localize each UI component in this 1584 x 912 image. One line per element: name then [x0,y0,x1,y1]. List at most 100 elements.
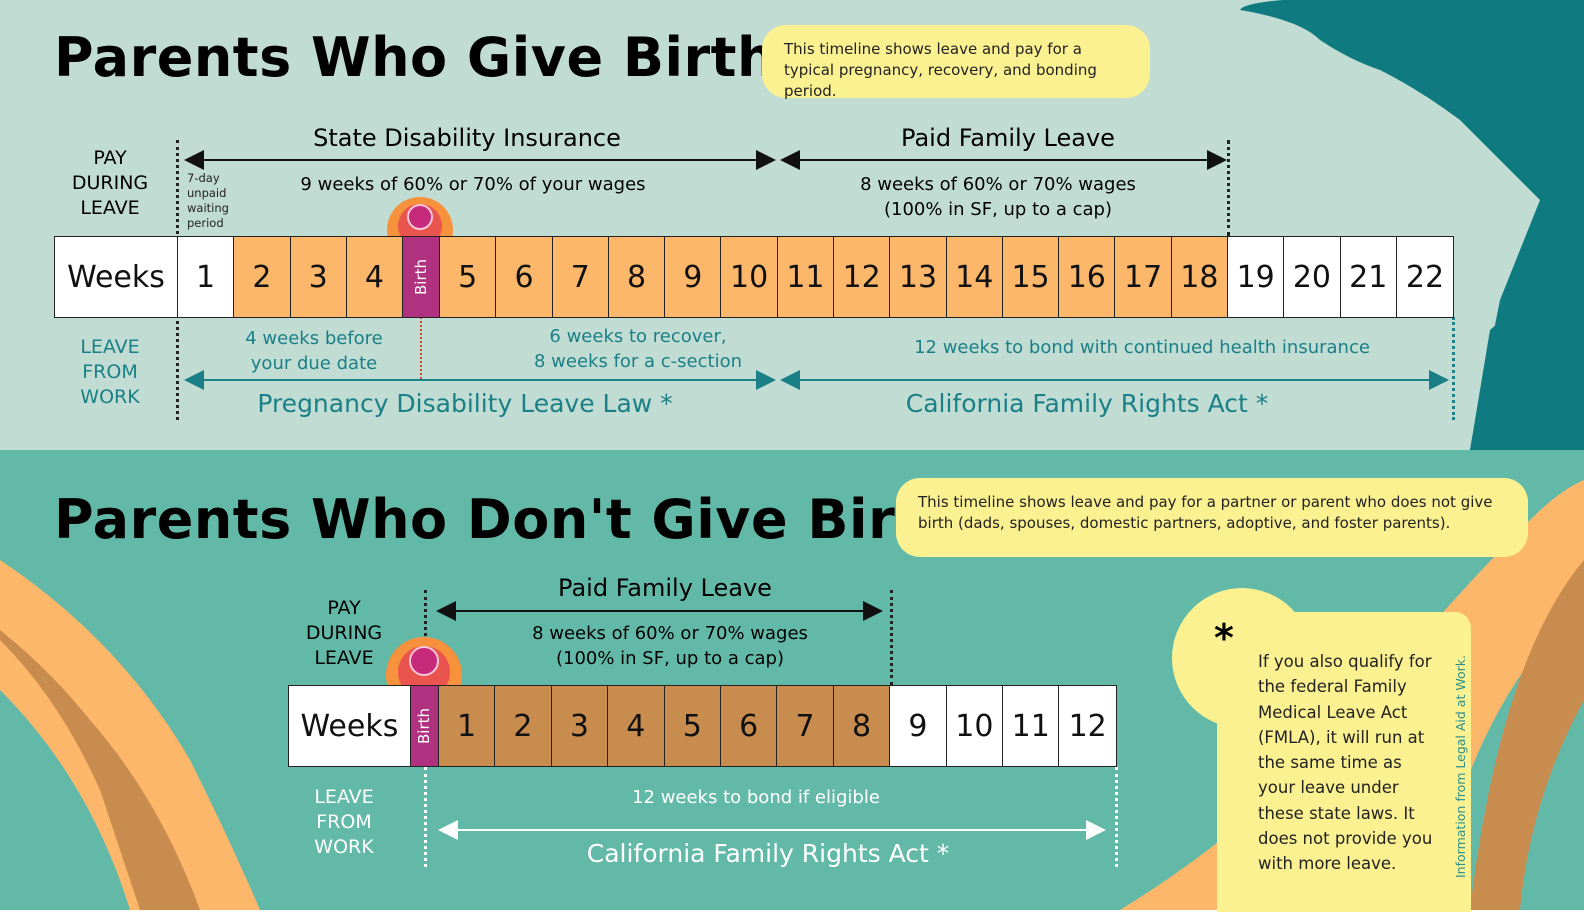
label-line: WORK [314,836,374,858]
label-line: 8 weeks of 60% or 70% wages [532,623,808,644]
footnote-line: the same time as [1258,753,1402,773]
top-arrows [184,150,1449,390]
bonding-text: 12 weeks to bond if eligible [632,787,880,808]
week-cell: 6 [496,237,553,317]
week-cell: 20 [1284,237,1341,317]
weeks-header-cell: Weeks [289,686,411,766]
footnote-line: these state laws. It [1258,803,1415,823]
label-line: waiting [187,201,229,215]
due-date-marker [420,317,422,379]
footnote-line: your leave under [1258,778,1399,798]
pfl-end-divider [890,590,893,685]
bonding-text: 12 weeks to bond with continued health i… [914,337,1370,358]
footnote-line: with more leave. [1258,854,1397,874]
label-line: PAY [327,597,361,619]
label-line: 8 weeks for a c-section [533,351,743,372]
week-cell: 17 [1115,237,1172,317]
week-cell: 1 [438,686,496,766]
birth-marker-cell: Birth [403,237,441,317]
curve-left-decoration [0,560,260,910]
week-cell: 21 [1340,237,1397,317]
footnote-line: does not provide you [1258,829,1433,849]
pfl-description: 8 weeks of 60% or 70% wages (100% in SF,… [532,621,808,671]
pfl-title: Paid Family Leave [901,124,1115,152]
week-cell: 7 [777,686,834,766]
week-cell: 10 [721,237,778,317]
sdi-description: 9 weeks of 60% or 70% of your wages [300,174,646,195]
pay-during-leave-label: PAY DURING LEAVE [306,596,382,671]
footnote-box [1217,612,1471,912]
curve-right-decoration [1120,480,1584,910]
label-line: LEAVE [314,647,374,669]
week-cell: 12 [1059,686,1116,766]
label-line: LEAVE [314,786,374,808]
birth-intro-note: This timeline shows leave and pay for a … [762,25,1150,100]
week-cell: 8 [608,237,666,317]
week-cell: 14 [946,237,1003,317]
recovery-text: 6 weeks to recover, 8 weeks for a c-sect… [534,324,742,374]
page-title-nonbirth: Parents Who Don't Give Birth [54,488,961,551]
label-line: 4 weeks before [245,328,383,349]
before-due-date-text: 4 weeks before your due date [245,326,383,376]
nonbirth-intro-note: This timeline shows leave and pay for a … [896,478,1528,557]
label-line: PAY [93,147,127,169]
leave-from-work-label: LEAVE FROM WORK [80,335,139,410]
cfra-start-divider [424,767,427,867]
label-line: LEAVE [80,336,140,358]
footnote-text: If you also qualify for the federal Famil… [1258,649,1432,877]
week-cell: 2 [234,237,291,317]
pfl-end-divider [1227,140,1230,236]
week-cell: 3 [551,686,609,766]
label-line: period [187,216,224,230]
label-line: FROM [82,361,138,383]
week-cell: 12 [834,237,891,317]
footnote-line: If you also qualify for [1258,652,1432,671]
sdi-title: State Disability Insurance [313,124,621,152]
week-cell: 6 [720,686,778,766]
page-title-birth: Parents Who Give Birth [54,26,776,89]
label-line: WORK [80,386,140,408]
week-cell: 9 [890,686,947,766]
week-cell: 7 [552,237,609,317]
cfra-end-divider [1115,767,1118,867]
week-cell: 22 [1396,237,1454,317]
week-cell: 11 [1003,686,1060,766]
pdl-title: Pregnancy Disability Leave Law * [257,389,673,418]
source-credit: Information from Legal Aid at Work. [1453,655,1468,878]
leave-from-work-label: LEAVE FROM WORK [314,785,373,860]
pay-during-leave-label: PAY DURING LEAVE [72,146,148,221]
cfra-end-divider [1452,317,1455,420]
cfra-title: California Family Rights Act * [586,839,950,868]
label-line: DURING [71,172,149,194]
waiting-period-note: 7-day unpaid waiting period [187,171,229,231]
week-cell: 15 [1002,237,1060,317]
label-line: DURING [305,622,383,644]
week-cell: 13 [890,237,947,317]
week-cell: 4 [346,237,404,317]
label-line: 8 weeks of 60% or 70% wages [860,174,1136,195]
week-cell: 3 [290,237,347,317]
footnote-line: the federal Family [1258,677,1407,697]
week-cell: 1 [177,237,235,317]
label-line: LEAVE [80,197,140,219]
cfra-title: California Family Rights Act * [905,389,1269,418]
label-line: (100% in SF, up to a cap) [883,199,1113,220]
label-line: 7-day [187,171,220,185]
week-cell: 2 [495,686,552,766]
birth-label: Birth [412,258,431,296]
week-cell: 9 [665,237,722,317]
label-line: unpaid [187,186,227,200]
pfl-title: Paid Family Leave [558,574,772,602]
week-cell: 19 [1228,237,1285,317]
week-cell: 10 [946,686,1004,766]
footnote-line: Medical Leave Act [1258,702,1408,722]
footnote-line: (FMLA), it will run at [1258,727,1425,747]
week-cell: 5 [664,686,721,766]
week-cell: 8 [833,686,891,766]
label-line: FROM [316,811,372,833]
birth-marker-cell: Birth [410,686,439,766]
label-line: (100% in SF, up to a cap) [555,648,785,669]
week-cell: 18 [1171,237,1229,317]
birth-label: Birth [415,707,434,745]
